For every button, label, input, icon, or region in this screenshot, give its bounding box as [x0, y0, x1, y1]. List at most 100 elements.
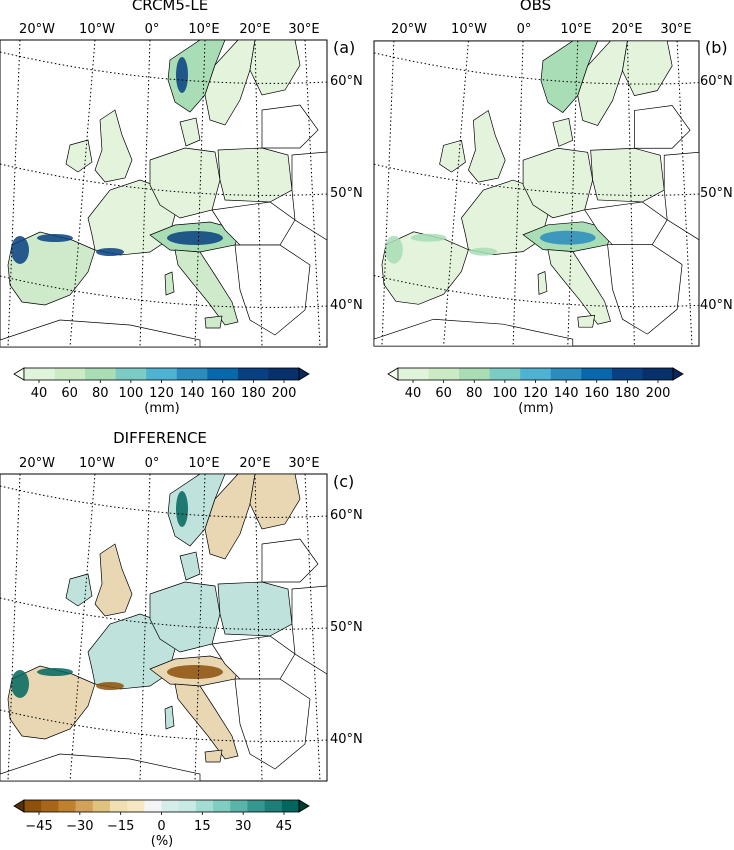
panel-title: CRCM5-LE	[131, 0, 209, 14]
colorbar-tick-label: 80	[465, 386, 483, 401]
country-denmark	[552, 118, 574, 147]
colorbar-segment	[230, 800, 248, 812]
lon-label: 30°E	[288, 22, 320, 37]
precip-alps-max	[539, 230, 596, 245]
colorbar-tick-label: −15	[106, 819, 135, 834]
lon-label: 10°W	[79, 456, 115, 471]
country-balkans	[607, 244, 683, 335]
country-baltics	[261, 538, 319, 583]
colorbar-tick-label: 45	[275, 819, 293, 834]
meridian-line	[381, 40, 395, 347]
lat-label: 60°N	[330, 508, 363, 523]
meridian-line	[69, 39, 96, 348]
panel-crcm5: CRCM5-LE 20°W 10°W 0° 10°E 20°E 30°E (a)…	[0, 0, 363, 420]
country-baltics	[634, 105, 691, 149]
colorbar-tick-label: 100	[118, 386, 144, 401]
map-crcm5	[0, 39, 328, 348]
colorbar-segment	[109, 800, 128, 812]
colorbar-segment	[247, 800, 266, 812]
country-great-britain	[94, 543, 133, 617]
colorbar-extend-min	[387, 367, 399, 381]
country-north-africa	[373, 318, 574, 347]
country-east	[291, 585, 328, 675]
country-sicily	[204, 315, 223, 329]
colorbar-segment	[75, 800, 94, 812]
country-denmark	[179, 551, 201, 581]
colorbar-segment	[115, 368, 147, 380]
country-baltics	[261, 104, 319, 149]
lon-label: 20°W	[19, 22, 55, 37]
colorbar-tick-label: 140	[179, 386, 205, 401]
colorbar-segment	[268, 368, 300, 380]
lon-labels: 20°W 10°W 0° 10°E 20°E 30°E	[372, 22, 712, 38]
colorbar-tick-label: 200	[271, 386, 297, 401]
colorbar-segment	[146, 368, 178, 380]
colorbar-tick-label: 180	[614, 386, 640, 401]
colorbar-tick-label: 30	[234, 819, 252, 834]
colorbar-segment	[178, 800, 197, 812]
lon-label: 10°E	[188, 22, 220, 37]
colorbar-crcm5	[13, 367, 310, 383]
meridian-line	[304, 39, 321, 348]
precip-alps-max	[167, 231, 223, 245]
colorbar-tick-label: 180	[240, 386, 266, 401]
lon-label: 30°E	[660, 22, 692, 37]
panel-difference: DIFFERENCE 20°W 10°W 0° 10°E 20°E 30°E (…	[0, 429, 363, 850]
country-balkans	[234, 244, 311, 336]
map-difference	[0, 473, 328, 782]
precip-nw-iberia-max	[384, 235, 403, 264]
country-poland	[217, 581, 293, 637]
colorbar-obs	[387, 367, 684, 383]
lon-label: 20°W	[391, 22, 427, 37]
colorbar-tick-label: 0	[157, 819, 166, 834]
colorbar-segment	[24, 368, 56, 380]
lat-label: 60°N	[330, 74, 363, 89]
colorbar-tick-label: 40	[404, 386, 422, 401]
lat-label: 60°N	[700, 74, 733, 89]
meridian-line	[676, 40, 693, 347]
colorbar-segment	[58, 800, 77, 812]
country-ireland	[65, 139, 93, 173]
colorbar-segment	[85, 368, 117, 380]
colorbar-tick-label: 60	[61, 386, 78, 401]
colorbar-tick-label: 80	[91, 386, 109, 401]
lon-label: 0°	[144, 456, 160, 471]
country-sardinia	[164, 271, 175, 296]
colorbar-segment	[642, 368, 674, 380]
colorbar-extend-max	[298, 799, 310, 813]
colorbar-tick-label: 60	[435, 386, 452, 401]
meridian-line	[443, 40, 469, 347]
colorbar-segment	[581, 368, 613, 380]
colorbar-tick-label: −30	[66, 819, 94, 834]
colorbar-tick-label: −45	[25, 819, 53, 834]
lon-label: 10°E	[188, 456, 220, 471]
country-north-africa	[0, 319, 201, 348]
colorbar-unit: (mm)	[518, 401, 554, 416]
meridian-line	[7, 39, 21, 348]
lon-label: 10°W	[79, 22, 115, 37]
colorbar-tick-label: 15	[194, 819, 211, 834]
lat-label: 50°N	[700, 186, 733, 201]
lon-label: 10°W	[451, 22, 487, 37]
colorbar-extend-min	[13, 799, 25, 813]
precip-pyrenees-max	[96, 682, 124, 690]
colorbar-ticks: 40 60 80 100 120 140 160 180 200	[388, 386, 683, 402]
panel-label: (a)	[333, 38, 356, 57]
country-finland	[249, 473, 301, 530]
country-ireland	[439, 139, 466, 173]
country-ireland	[65, 573, 93, 607]
precip-pyrenees-max	[96, 248, 124, 256]
country-great-britain	[94, 109, 133, 183]
panel-title: OBS	[519, 0, 552, 14]
lat-label: 40°N	[330, 298, 363, 313]
precip-norway-max	[548, 57, 561, 94]
lon-label: 20°E	[239, 22, 271, 37]
country-poland	[217, 147, 293, 203]
colorbar-segment	[207, 368, 239, 380]
colorbar-extend-min	[13, 367, 25, 381]
lon-label: 0°	[516, 22, 532, 37]
lon-label: 0°	[144, 22, 160, 37]
meridian-line	[69, 473, 96, 782]
lat-label: 40°N	[330, 732, 363, 747]
lon-label: 20°W	[19, 456, 55, 471]
